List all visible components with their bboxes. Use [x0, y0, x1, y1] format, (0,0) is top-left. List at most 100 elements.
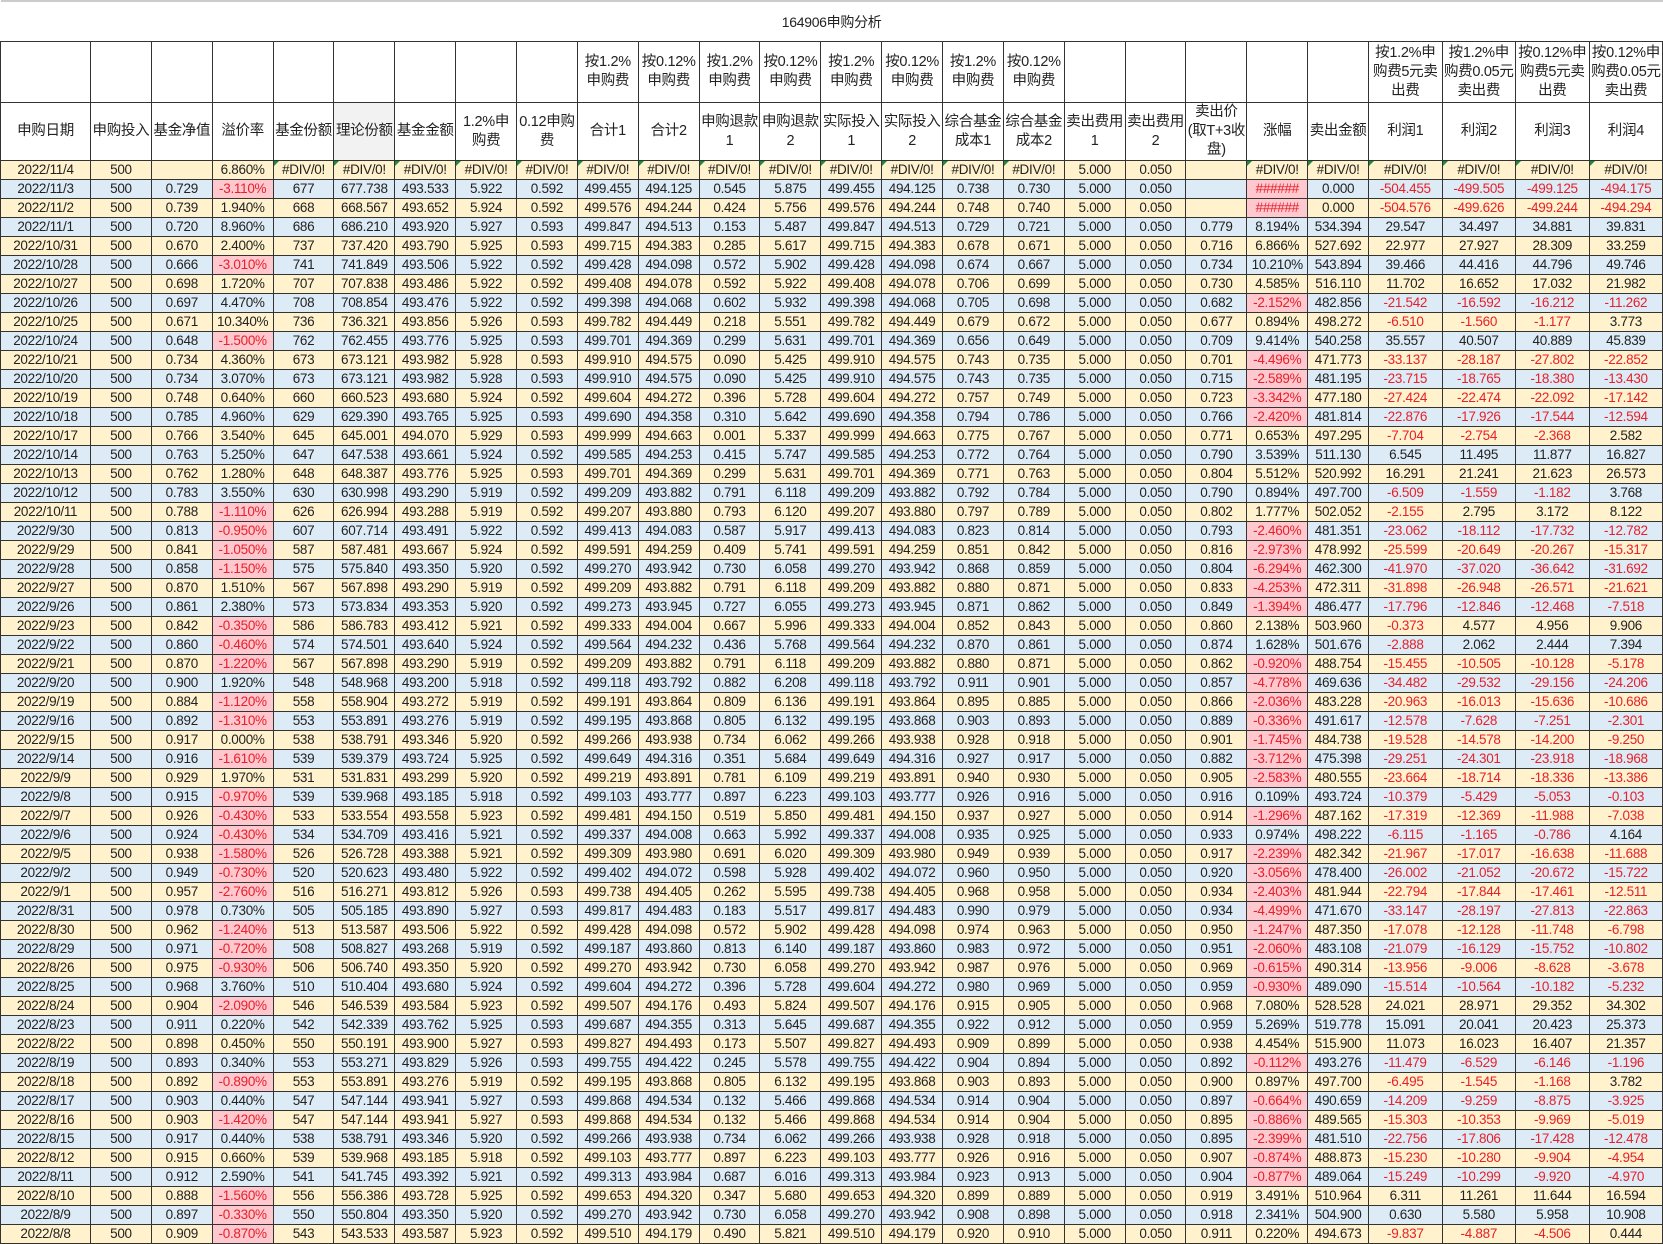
data-cell[interactable]: 3.491% [1246, 1186, 1309, 1206]
data-cell[interactable]: 0.987 [942, 958, 1004, 978]
data-cell[interactable]: -2.583% [1246, 768, 1309, 788]
data-cell[interactable]: 493.868 [881, 711, 944, 731]
data-cell[interactable]: 494.083 [637, 521, 700, 541]
data-cell[interactable]: 0.791 [698, 483, 761, 503]
data-cell[interactable]: 5.680 [759, 1186, 822, 1206]
data-cell[interactable]: 500 [90, 863, 152, 883]
data-cell[interactable]: 0.763 [150, 445, 213, 465]
data-cell[interactable]: -22.876 [1368, 407, 1443, 427]
data-cell[interactable]: #DIV/0! [455, 160, 518, 180]
data-cell[interactable]: 499.847 [820, 217, 883, 237]
date-cell[interactable]: 2022/8/16 [0, 1110, 91, 1130]
date-cell[interactable]: 2022/11/4 [0, 160, 91, 180]
data-cell[interactable]: 575 [272, 559, 335, 579]
column-header[interactable]: 合计1 [576, 102, 639, 161]
data-cell[interactable]: -10.299 [1441, 1167, 1517, 1187]
data-cell[interactable]: -22.756 [1368, 1129, 1443, 1149]
data-cell[interactable]: 505 [272, 901, 335, 921]
data-cell[interactable]: 0.860 [150, 635, 213, 655]
data-cell[interactable]: -1.560 [1441, 312, 1517, 332]
data-cell[interactable]: 500 [90, 312, 152, 332]
data-cell[interactable]: 491.617 [1307, 711, 1370, 731]
header-fee-basis-cell[interactable]: 按1.2%申购费 [942, 41, 1004, 103]
date-cell[interactable]: 2022/11/2 [0, 198, 91, 218]
data-cell[interactable]: 541.745 [333, 1167, 396, 1187]
data-cell[interactable]: #DIV/0! [698, 160, 761, 180]
data-cell[interactable]: -21.621 [1588, 578, 1663, 598]
data-cell[interactable]: 494.358 [881, 407, 944, 427]
data-cell[interactable]: 499.333 [576, 616, 639, 636]
data-cell[interactable]: 648 [272, 464, 335, 484]
data-cell[interactable]: 2.582 [1588, 426, 1663, 446]
data-cell[interactable]: 5.269% [1246, 1015, 1309, 1035]
data-cell[interactable]: 0.734 [150, 369, 213, 389]
data-cell[interactable]: 737.420 [333, 236, 396, 256]
data-cell[interactable]: 498.222 [1307, 825, 1370, 845]
data-cell[interactable]: -21.542 [1368, 293, 1443, 313]
data-cell[interactable]: 0.444 [1588, 1224, 1663, 1244]
data-cell[interactable]: 0.593 [516, 407, 578, 427]
data-cell[interactable]: 0.592 [516, 863, 578, 883]
header-fee-basis-cell[interactable] [1185, 41, 1248, 103]
data-cell[interactable]: 493.392 [394, 1167, 457, 1187]
data-cell[interactable]: 0.735 [1002, 369, 1065, 389]
data-cell[interactable]: 499.402 [576, 863, 639, 883]
data-cell[interactable]: 573 [272, 597, 335, 617]
data-cell[interactable]: 673 [272, 350, 335, 370]
data-cell[interactable]: 499.309 [576, 844, 639, 864]
date-cell[interactable]: 2022/10/26 [0, 293, 91, 313]
data-cell[interactable]: 5.000 [1063, 977, 1126, 997]
data-cell[interactable]: 499.413 [820, 521, 883, 541]
data-cell[interactable]: 5.923 [455, 806, 518, 826]
data-cell[interactable]: -36.642 [1515, 559, 1590, 579]
data-cell[interactable]: 0.730 [1185, 274, 1248, 294]
data-cell[interactable]: 3.550% [211, 483, 274, 503]
data-cell[interactable]: 626.994 [333, 502, 396, 522]
data-cell[interactable]: 0.990 [942, 901, 1004, 921]
data-cell[interactable]: 5.000 [1063, 901, 1126, 921]
data-cell[interactable]: -0.786 [1515, 825, 1590, 845]
data-cell[interactable]: 7.394 [1588, 635, 1663, 655]
data-cell[interactable]: 0.050 [1124, 939, 1187, 959]
data-cell[interactable]: 499.738 [820, 882, 883, 902]
data-cell[interactable]: #DIV/0! [272, 160, 335, 180]
data-cell[interactable] [150, 160, 213, 180]
data-cell[interactable]: 0.299 [698, 464, 761, 484]
data-cell[interactable]: 494.355 [637, 1015, 700, 1035]
data-cell[interactable]: 488.873 [1307, 1148, 1370, 1168]
data-cell[interactable]: 0.895 [942, 692, 1004, 712]
data-cell[interactable]: 499.455 [576, 179, 639, 199]
data-cell[interactable]: 5.728 [759, 977, 822, 997]
data-cell[interactable]: 5.000 [1063, 1186, 1126, 1206]
date-cell[interactable]: 2022/8/10 [0, 1186, 91, 1206]
data-cell[interactable]: 0.918 [1002, 1129, 1065, 1149]
data-cell[interactable]: -10.379 [1368, 787, 1443, 807]
data-cell[interactable]: 493.276 [1307, 1053, 1370, 1073]
data-cell[interactable]: 0.904 [1002, 1110, 1065, 1130]
data-cell[interactable]: 0.786 [1002, 407, 1065, 427]
data-cell[interactable]: 550.804 [333, 1205, 396, 1225]
data-cell[interactable]: 0.592 [516, 198, 578, 218]
data-cell[interactable]: 499.782 [820, 312, 883, 332]
data-cell[interactable]: -25.599 [1368, 540, 1443, 560]
data-cell[interactable]: 550 [272, 1205, 335, 1225]
data-cell[interactable]: 5.466 [759, 1091, 822, 1111]
data-cell[interactable]: 0.671 [1002, 236, 1065, 256]
data-cell[interactable]: -15.249 [1368, 1167, 1443, 1187]
data-cell[interactable]: 5.919 [455, 939, 518, 959]
data-cell[interactable]: 0.592 [516, 1167, 578, 1187]
data-cell[interactable]: -13.956 [1368, 958, 1443, 978]
data-cell[interactable]: 34.497 [1441, 217, 1517, 237]
data-cell[interactable]: 0.050 [1124, 179, 1187, 199]
data-cell[interactable]: -2.888 [1368, 635, 1443, 655]
data-cell[interactable]: 0.918 [1185, 1205, 1248, 1225]
date-cell[interactable]: 2022/10/14 [0, 445, 91, 465]
data-cell[interactable]: 5.000 [1063, 920, 1126, 940]
data-cell[interactable]: 500 [90, 1110, 152, 1130]
data-cell[interactable]: 5.250% [211, 445, 274, 465]
data-cell[interactable]: 4.164 [1588, 825, 1663, 845]
data-cell[interactable]: 629 [272, 407, 335, 427]
data-cell[interactable]: 493.920 [394, 217, 457, 237]
data-cell[interactable]: -22.474 [1441, 388, 1517, 408]
data-cell[interactable]: 494.493 [637, 1034, 700, 1054]
